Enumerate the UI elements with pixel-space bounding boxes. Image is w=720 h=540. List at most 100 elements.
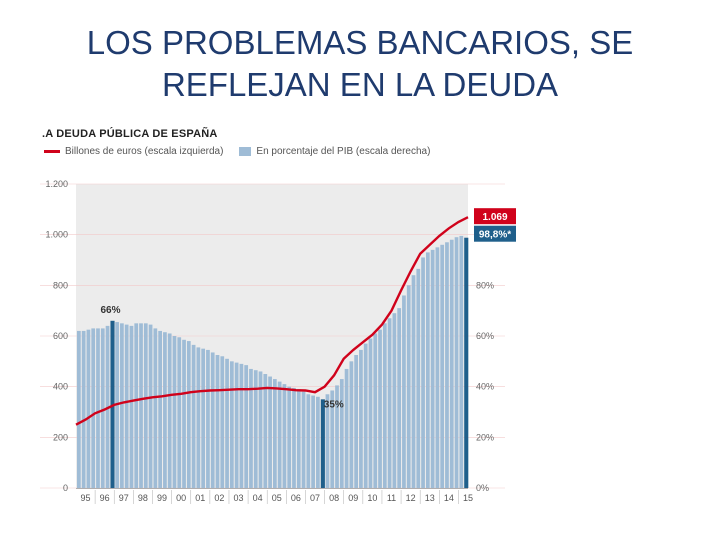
bar bbox=[411, 275, 416, 488]
right-tick-label: 20% bbox=[476, 432, 494, 442]
bar bbox=[167, 333, 172, 488]
bar bbox=[406, 285, 411, 488]
debt-line bbox=[75, 216, 469, 426]
bar bbox=[229, 361, 234, 488]
bar bbox=[435, 247, 440, 488]
x-tick-label: 03 bbox=[234, 493, 244, 503]
bar bbox=[325, 394, 330, 488]
slide-title: LOS PROBLEMAS BANCARIOS, SE REFLEJAN EN … bbox=[60, 22, 660, 106]
left-axis-ticks: 0 200 400 600 800 1.000 1.200 bbox=[45, 179, 68, 493]
right-tick-label: 0% bbox=[476, 483, 489, 493]
x-tick-label: 98 bbox=[138, 493, 148, 503]
bar bbox=[177, 337, 182, 488]
bar bbox=[96, 328, 100, 488]
bar bbox=[263, 374, 268, 488]
bar bbox=[153, 328, 158, 488]
bar bbox=[239, 363, 244, 488]
bar-annotation: 66% bbox=[100, 305, 120, 316]
x-tick-label: 08 bbox=[329, 493, 339, 503]
bar bbox=[143, 323, 148, 488]
slide-title-line2: REFLEJAN EN LA DEUDA bbox=[161, 66, 559, 103]
x-tick-label: 02 bbox=[214, 493, 224, 503]
bar bbox=[387, 318, 392, 488]
x-tick-label: 12 bbox=[406, 493, 416, 503]
bar bbox=[311, 395, 315, 488]
bar bbox=[182, 339, 186, 488]
bar bbox=[196, 347, 201, 488]
bar bbox=[100, 328, 105, 488]
chart-title: .A DEUDA PÚBLICA DE ESPAÑA bbox=[42, 128, 218, 140]
debt-end-label: 1.069 bbox=[482, 212, 507, 223]
x-tick-label: 99 bbox=[157, 493, 167, 503]
legend-bar-swatch bbox=[239, 147, 252, 156]
bar bbox=[158, 330, 162, 488]
left-tick-label: 600 bbox=[53, 331, 68, 341]
right-axis-ticks: 0% 20% 40% 60% 80% bbox=[476, 280, 494, 493]
bar bbox=[91, 328, 96, 488]
bar bbox=[402, 295, 406, 488]
bar bbox=[301, 391, 306, 488]
bar bbox=[344, 368, 349, 488]
x-tick-label: 15 bbox=[463, 493, 473, 503]
bar bbox=[421, 257, 425, 488]
bar bbox=[258, 371, 263, 488]
x-tick-label: 14 bbox=[444, 493, 454, 503]
bar bbox=[201, 348, 206, 488]
right-tick-label: 60% bbox=[476, 331, 494, 341]
bar bbox=[129, 325, 134, 488]
x-tick-label: 06 bbox=[291, 493, 301, 503]
bar bbox=[244, 365, 249, 488]
x-tick-label: 95 bbox=[81, 493, 91, 503]
bar bbox=[320, 399, 325, 488]
bar bbox=[220, 356, 225, 488]
bar bbox=[225, 358, 229, 488]
bar bbox=[268, 376, 272, 488]
left-tick-label: 800 bbox=[53, 280, 68, 290]
bar bbox=[349, 361, 354, 488]
bar bbox=[292, 387, 296, 488]
bar bbox=[382, 323, 387, 488]
x-tick-label: 00 bbox=[176, 493, 186, 503]
bar bbox=[186, 341, 191, 488]
bar bbox=[454, 237, 459, 488]
bar bbox=[363, 343, 368, 488]
left-tick-label: 1.000 bbox=[45, 230, 68, 240]
pct-end-badge bbox=[474, 225, 516, 242]
bar bbox=[234, 362, 239, 488]
bar bbox=[397, 308, 402, 488]
x-tick-label: 09 bbox=[348, 493, 358, 503]
bar bbox=[330, 390, 335, 488]
right-tick-label: 80% bbox=[476, 280, 494, 290]
bar bbox=[277, 381, 282, 488]
left-tick-label: 1.200 bbox=[45, 179, 68, 189]
x-tick-label: 11 bbox=[387, 493, 396, 503]
bar bbox=[359, 349, 363, 488]
bar bbox=[430, 249, 435, 488]
annotations: 66% 35% bbox=[100, 305, 343, 411]
bar bbox=[425, 252, 430, 488]
legend-line-swatch bbox=[44, 150, 60, 153]
end-badges: 1.069 98,8%* bbox=[474, 208, 516, 242]
left-tick-label: 200 bbox=[53, 432, 68, 442]
bar bbox=[172, 336, 177, 488]
chart-legend: Billones de euros (escala izquierda) En … bbox=[44, 146, 430, 157]
bar bbox=[120, 323, 124, 488]
bar-annotation: 35% bbox=[324, 399, 344, 410]
x-tick-label: 97 bbox=[119, 493, 129, 503]
bar bbox=[440, 244, 445, 488]
bar bbox=[378, 329, 382, 488]
bar bbox=[253, 370, 258, 488]
x-tick-label: 13 bbox=[425, 493, 435, 503]
x-axis-ticks: 95 96 97 98 99 00 01 02 03 04 05 06 07 08 09 10 11 12 13 14… bbox=[76, 488, 473, 504]
legend-bar-label: En porcentaje del PIB (escala derecha) bbox=[256, 146, 431, 157]
bar bbox=[77, 330, 81, 488]
legend-line-label: Billones de euros (escala izquierda) bbox=[65, 146, 224, 157]
bar bbox=[215, 355, 220, 488]
bar bbox=[206, 349, 210, 488]
bar bbox=[445, 242, 449, 488]
bar bbox=[373, 333, 378, 488]
x-tick-label: 96 bbox=[100, 493, 110, 503]
left-tick-label: 0 bbox=[63, 483, 68, 493]
bar bbox=[124, 324, 129, 488]
